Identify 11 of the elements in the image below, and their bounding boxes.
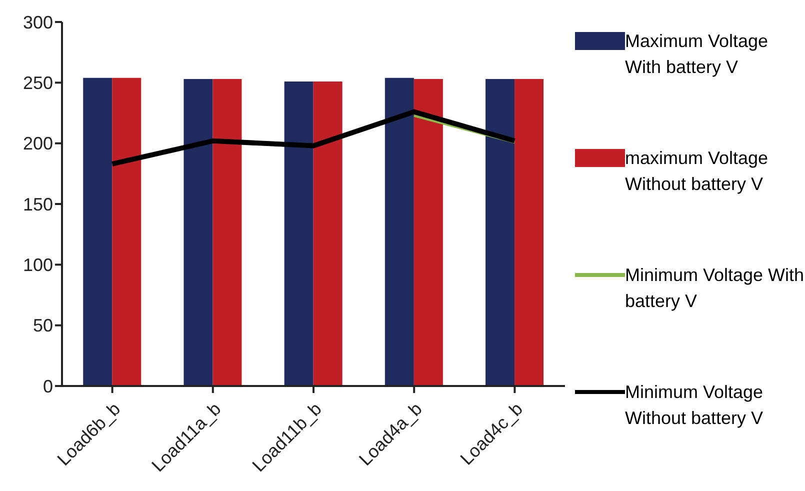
y-tick-label: 150 xyxy=(22,194,53,214)
y-tick-label: 250 xyxy=(22,73,53,94)
legend-label: Maximum Voltage With battery V xyxy=(625,30,770,79)
y-tick-label: 200 xyxy=(22,134,53,154)
legend-label: maximum Voltage Without battery V xyxy=(625,147,770,196)
legend-label: Minimum Voltage With battery V xyxy=(625,264,805,313)
y-tick-label: 50 xyxy=(32,316,53,336)
legend-label: Minimum Voltage Without battery V xyxy=(625,381,764,430)
y-tick-label: 100 xyxy=(22,255,53,276)
y-tick-label: 300 xyxy=(22,12,53,32)
y-tick-label: 0 xyxy=(42,376,53,396)
